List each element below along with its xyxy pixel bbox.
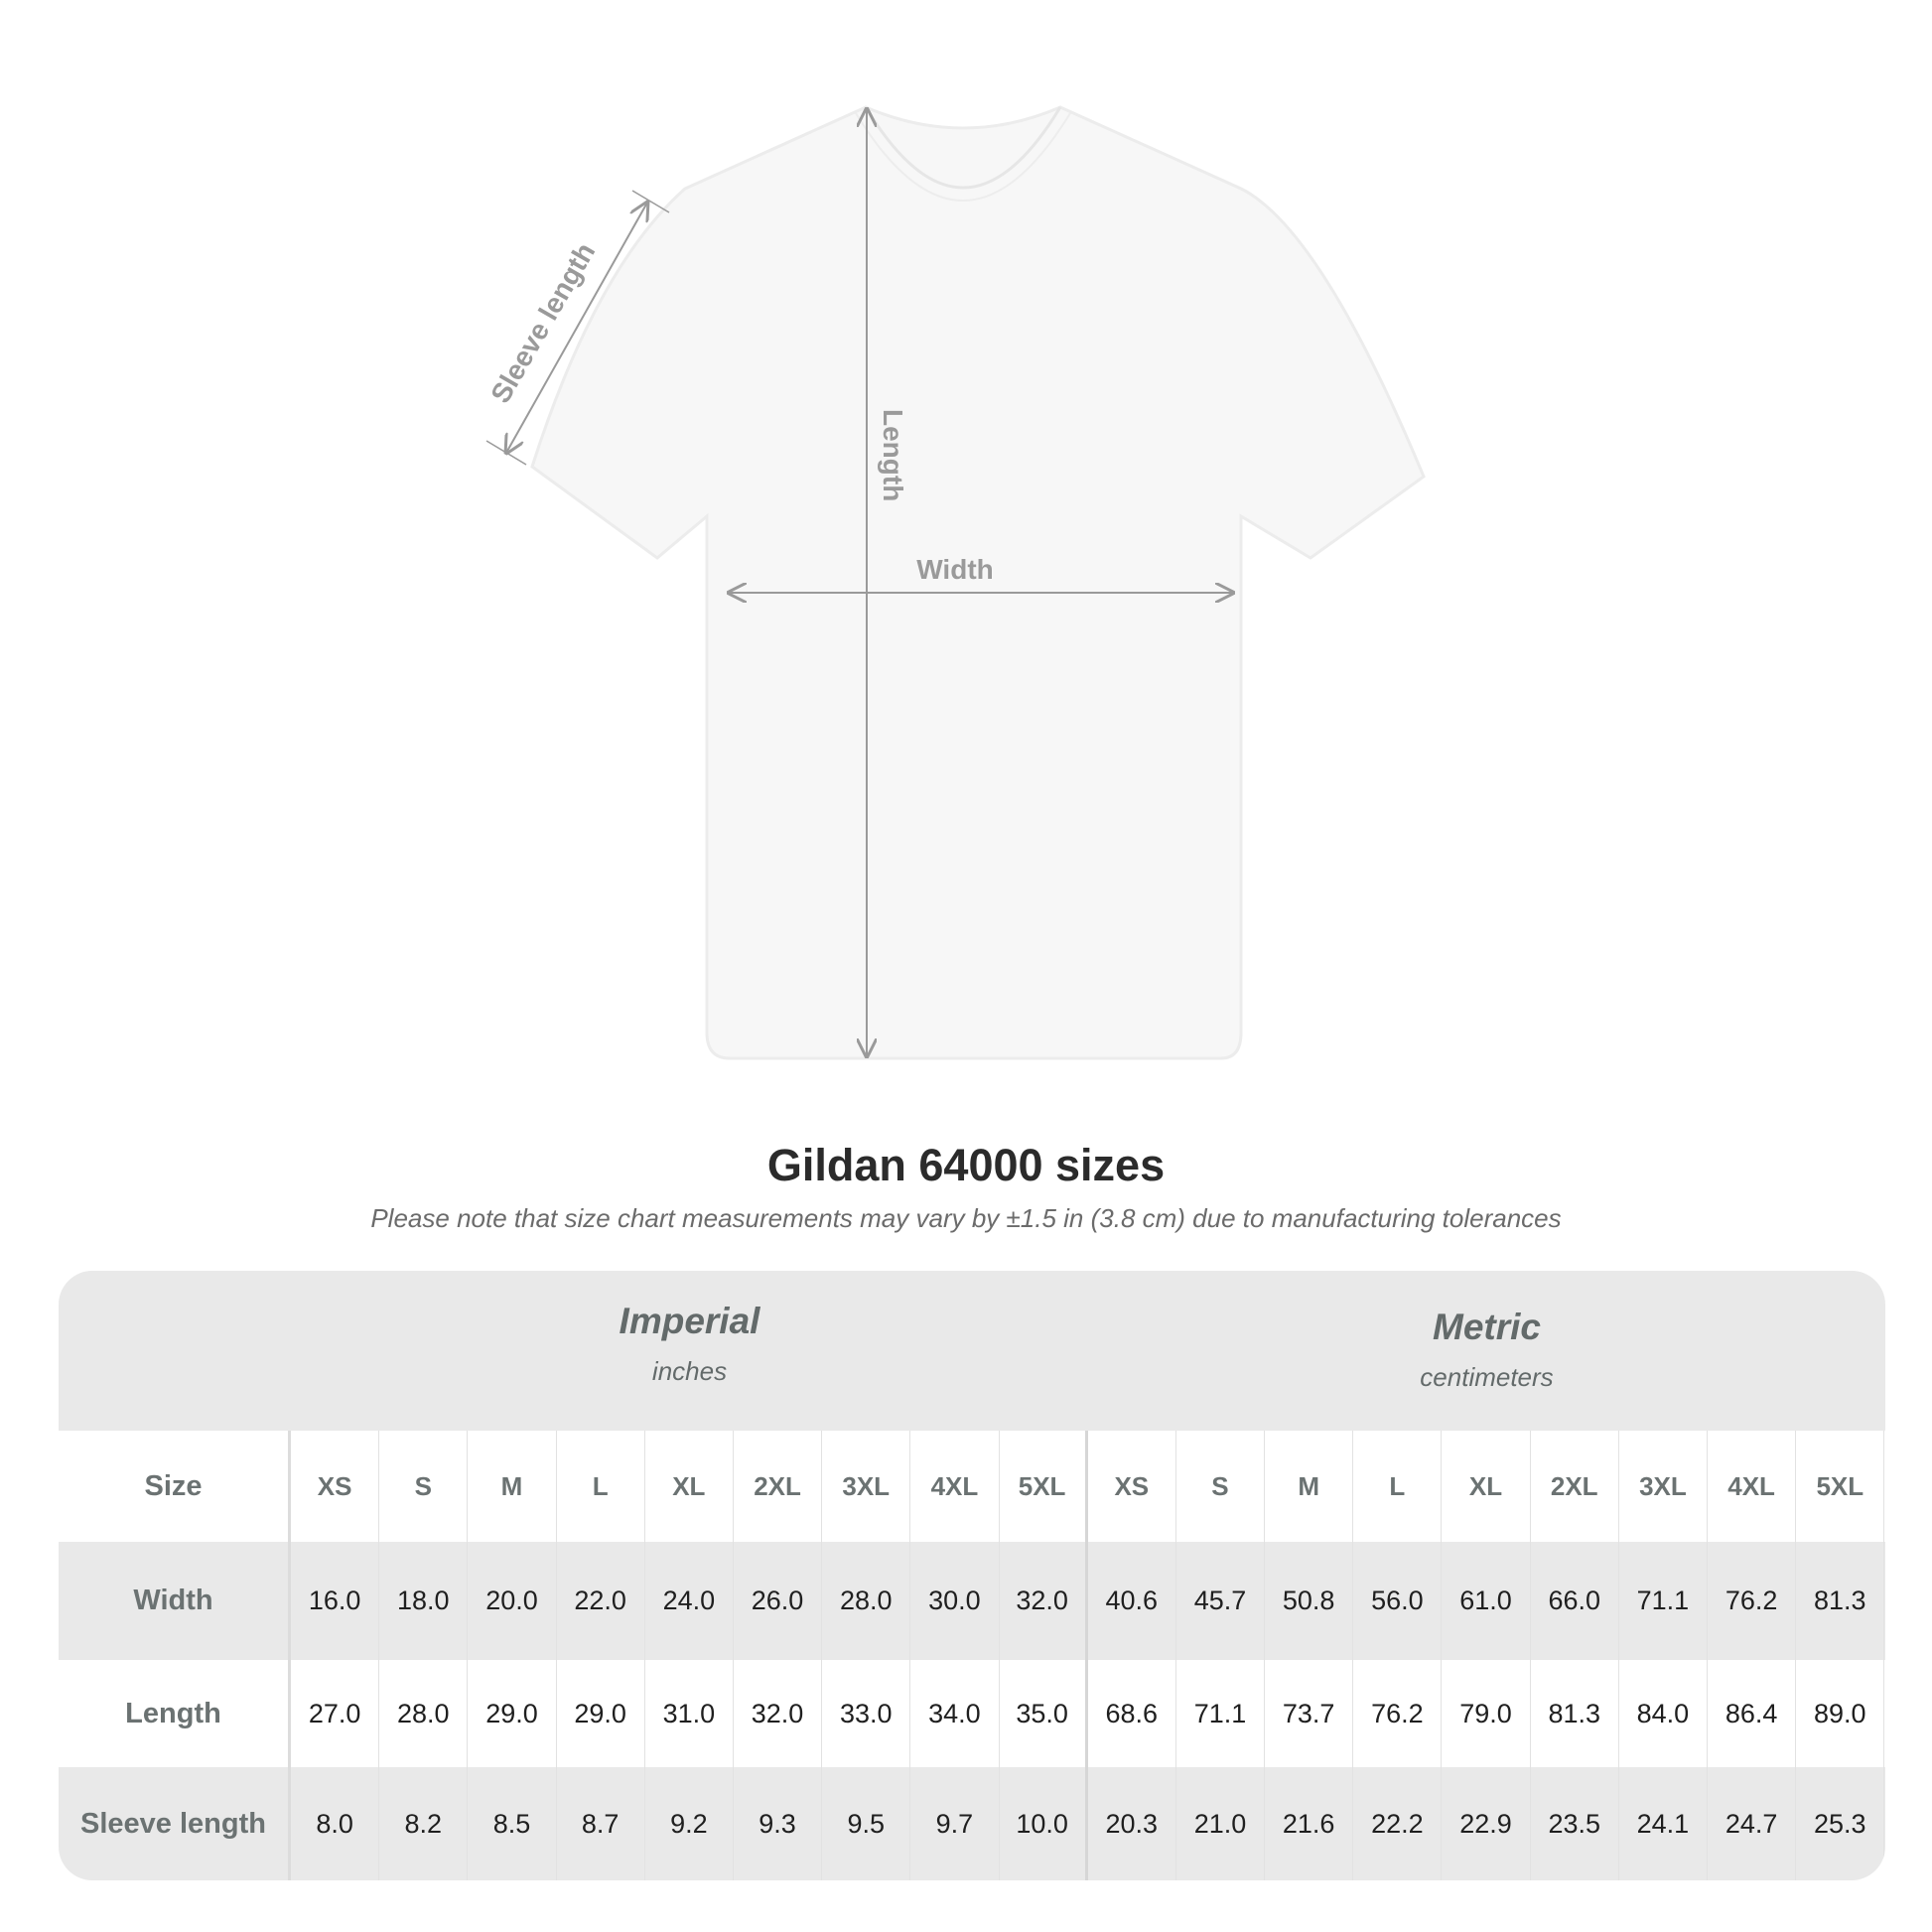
- width-label: Width: [916, 554, 994, 585]
- size-header-cell: S: [379, 1431, 469, 1542]
- table-cell: 8.2: [379, 1767, 469, 1880]
- size-header-cell: M: [1265, 1431, 1354, 1542]
- size-header-cell: XL: [645, 1431, 734, 1542]
- table-cell: 86.4: [1708, 1660, 1797, 1767]
- table-header: [59, 1271, 1885, 1431]
- size-header-cell: XL: [1442, 1431, 1531, 1542]
- table-row: Width 16.0 18.0 20.0 22.0 24.0 26.0 28.0 30.0 32.…: [59, 1542, 1885, 1660]
- table-cell: 25.3: [1796, 1767, 1885, 1880]
- table-cell: 50.8: [1265, 1542, 1354, 1660]
- table-cell: 23.5: [1531, 1767, 1619, 1880]
- table-cell: 20.0: [468, 1542, 557, 1660]
- table-cell: 24.1: [1619, 1767, 1708, 1880]
- table-cell: 24.0: [645, 1542, 734, 1660]
- group-metric: Metric centimeters: [1420, 1307, 1554, 1392]
- table-cell: 28.0: [379, 1660, 469, 1767]
- table-cell: 61.0: [1442, 1542, 1531, 1660]
- table-cell: 35.0: [1000, 1660, 1088, 1767]
- table-cell: 16.0: [291, 1542, 380, 1660]
- table-cell: 89.0: [1796, 1660, 1885, 1767]
- table-cell: 30.0: [910, 1542, 1000, 1660]
- size-header-cell: S: [1176, 1431, 1266, 1542]
- table-cell: 81.3: [1531, 1660, 1619, 1767]
- table-cell: 18.0: [379, 1542, 469, 1660]
- table-cell: 45.7: [1176, 1542, 1266, 1660]
- table-cell: 20.3: [1088, 1767, 1176, 1880]
- table-cell: 9.3: [734, 1767, 823, 1880]
- table-cell: 24.7: [1708, 1767, 1797, 1880]
- size-header-cell: 2XL: [734, 1431, 823, 1542]
- table-cell: 29.0: [468, 1660, 557, 1767]
- table-cell: 29.0: [557, 1660, 645, 1767]
- size-header-cell: 2XL: [1531, 1431, 1619, 1542]
- table-cell: 81.3: [1796, 1542, 1885, 1660]
- row-label: Width: [59, 1542, 291, 1660]
- table-cell: 84.0: [1619, 1660, 1708, 1767]
- size-header-cell: 4XL: [1708, 1431, 1797, 1542]
- size-header-cell: 3XL: [822, 1431, 911, 1542]
- table-cell: 73.7: [1265, 1660, 1354, 1767]
- size-header-cell: M: [468, 1431, 557, 1542]
- table-row: Sleeve length 8.0 8.2 8.5 8.7 9.2 9.3 9.5 9.7 10.…: [59, 1767, 1885, 1880]
- group-imperial: Imperial inches: [619, 1301, 760, 1386]
- size-table: Imperial inches Metric centimeters Size X…: [59, 1271, 1885, 1880]
- table-cell: 32.0: [734, 1660, 823, 1767]
- table-cell: 21.6: [1265, 1767, 1354, 1880]
- length-label: Length: [878, 409, 908, 501]
- table-cell: 9.7: [910, 1767, 1000, 1880]
- table-cell: 22.0: [557, 1542, 645, 1660]
- size-header-cell: L: [557, 1431, 645, 1542]
- table-cell: 8.0: [291, 1767, 380, 1880]
- tolerance-note: Please note that size chart measurements…: [370, 1203, 1562, 1233]
- table-cell: 9.5: [822, 1767, 911, 1880]
- table-cell: 28.0: [822, 1542, 911, 1660]
- size-header-cell: 5XL: [1000, 1431, 1088, 1542]
- table-cell: 8.7: [557, 1767, 645, 1880]
- table-cell: 76.2: [1708, 1542, 1797, 1660]
- table-row: Length 27.0 28.0 29.0 29.0 31.0 32.0 33.0 34.0 35…: [59, 1660, 1885, 1767]
- size-header-row: Size XS S M L XL 2XL 3XL 4XL 5XL XS S M L XL 2XL 3XL 4XL 5…: [59, 1431, 1885, 1542]
- size-header-cell: 4XL: [910, 1431, 1000, 1542]
- table-cell: 22.2: [1353, 1767, 1443, 1880]
- table-cell: 33.0: [822, 1660, 911, 1767]
- page-title: Gildan 64000 sizes: [766, 1140, 1166, 1190]
- table-cell: 8.5: [468, 1767, 557, 1880]
- table-cell: 9.2: [645, 1767, 734, 1880]
- sleeve-arrow: [506, 203, 647, 453]
- table-cell: 71.1: [1619, 1542, 1708, 1660]
- table-cell: 66.0: [1531, 1542, 1619, 1660]
- table-cell: 40.6: [1088, 1542, 1176, 1660]
- table-cell: 34.0: [910, 1660, 1000, 1767]
- table-cell: 22.9: [1442, 1767, 1531, 1880]
- row-label: Sleeve length: [59, 1767, 291, 1880]
- size-header-cell: L: [1353, 1431, 1443, 1542]
- table-cell: 71.1: [1176, 1660, 1266, 1767]
- table-cell: 76.2: [1353, 1660, 1443, 1767]
- size-header-cell: 5XL: [1796, 1431, 1885, 1542]
- table-cell: 31.0: [645, 1660, 734, 1767]
- table-cell: 79.0: [1442, 1660, 1531, 1767]
- size-header-cell: XS: [291, 1431, 380, 1542]
- row-label: Length: [59, 1660, 291, 1767]
- table-cell: 10.0: [1000, 1767, 1088, 1880]
- table-cell: 32.0: [1000, 1542, 1088, 1660]
- size-header-cell: 3XL: [1619, 1431, 1708, 1542]
- table-cell: 27.0: [291, 1660, 380, 1767]
- table-cell: 26.0: [734, 1542, 823, 1660]
- table-cell: 21.0: [1176, 1767, 1266, 1880]
- row-label: Size: [59, 1431, 291, 1542]
- tshirt-diagram: Length Width Sleeve length: [484, 105, 1426, 1060]
- table-cell: 68.6: [1088, 1660, 1176, 1767]
- size-header-cell: XS: [1088, 1431, 1176, 1542]
- table-cell: 56.0: [1353, 1542, 1443, 1660]
